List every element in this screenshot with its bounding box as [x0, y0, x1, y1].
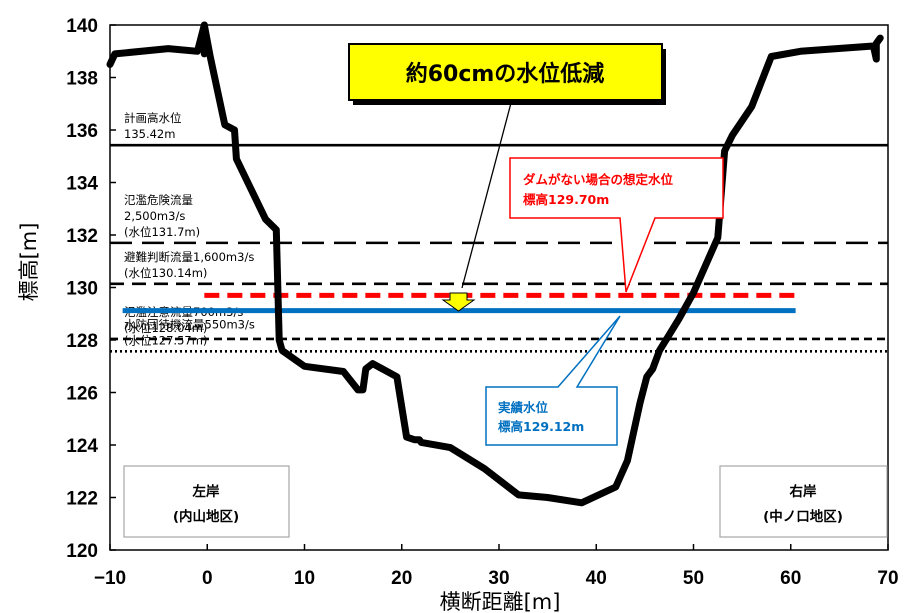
left-bank-area: (内山地区) — [173, 508, 239, 525]
right-bank-label: 右岸 — [790, 483, 818, 500]
reference-level-label: 氾濫危険流量 — [124, 193, 193, 207]
actual-level-label: 実績水位 — [498, 400, 549, 415]
headline-callout: 約60cmの水位低減 — [348, 43, 666, 105]
right-bank-area: (中ノ口地区) — [763, 508, 843, 525]
actual-level-callout: 実績水位 標高129.12m — [485, 315, 621, 446]
reference-level-label: (水位127.57m) — [124, 333, 207, 347]
left-bank-box: 左岸 (内山地区) — [123, 465, 290, 538]
down-arrow-icon — [441, 292, 476, 312]
x-tick-label: 40 — [586, 568, 607, 589]
reference-level-label: (水位128.04m) — [124, 321, 207, 335]
axis-ticks: −10 0 10 20 30 40 50 60 70 120 122 124 126 128 130 132 1… — [66, 16, 898, 589]
y-tick-label: 130 — [66, 279, 98, 300]
y-tick-label: 126 — [66, 384, 98, 405]
left-bank-label: 左岸 — [192, 483, 220, 500]
x-axis-label: 横断距離[m] — [440, 590, 561, 613]
x-tick-label: 10 — [294, 568, 315, 589]
actual-level-value: 標高129.12m — [498, 419, 584, 434]
x-tick-label: 70 — [877, 568, 898, 589]
y-tick-label: 132 — [66, 226, 98, 247]
reference-level-label: 水防団待機流量550m3/s — [124, 317, 255, 331]
x-tick-label: −10 — [94, 568, 126, 589]
x-tick-label: 30 — [488, 568, 509, 589]
reference-level-label: 避難判断流量1,600m3/s — [124, 250, 254, 264]
y-tick-label: 128 — [66, 331, 98, 352]
x-tick-label: 0 — [202, 568, 213, 589]
y-tick-label: 122 — [66, 489, 98, 510]
y-tick-label: 140 — [66, 16, 98, 37]
headline-text: 約60cmの水位低減 — [406, 61, 605, 87]
x-tick-label: 60 — [780, 568, 801, 589]
headline-pointer — [461, 102, 512, 289]
y-tick-label: 136 — [66, 121, 98, 142]
y-tick-label: 124 — [66, 436, 98, 457]
reference-level-label: (水位130.14m) — [124, 266, 207, 280]
no-dam-callout: ダムがない場合の想定水位 標高129.70m — [509, 157, 724, 293]
reference-level-label: 135.42m — [124, 127, 175, 141]
x-tick-label: 50 — [683, 568, 704, 589]
reference-level-label: 2,500m3/s — [124, 209, 185, 223]
no-dam-value: 標高129.70m — [523, 192, 609, 207]
no-dam-label: ダムがない場合の想定水位 — [523, 172, 674, 187]
reference-level-label: (水位131.7m) — [124, 225, 200, 239]
reference-level-label: 計画高水位 — [124, 111, 182, 125]
y-axis-label: 標高[m] — [17, 223, 41, 302]
y-tick-label: 120 — [66, 541, 98, 562]
x-tick-label: 20 — [391, 568, 412, 589]
y-tick-label: 134 — [66, 174, 98, 195]
y-tick-label: 138 — [66, 69, 98, 90]
right-bank-box: 右岸 (中ノ口地区) — [719, 465, 888, 538]
